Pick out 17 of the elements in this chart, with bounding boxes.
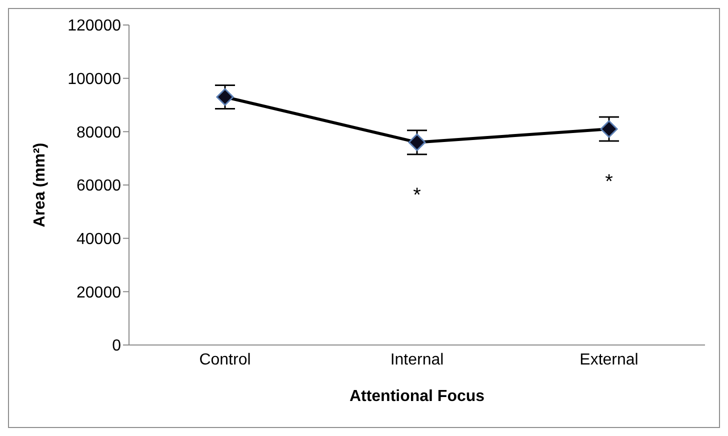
point (600, 120, 618, 138)
point (216, 88, 234, 106)
x-tick-label: External (580, 351, 638, 368)
y-axis-title: Area (mm²) (32, 142, 49, 228)
point (408, 134, 426, 152)
y-tick-label: 100000 (68, 71, 122, 88)
y-tick-label: 20000 (76, 284, 122, 302)
x-axis-title: Attentional Focus (349, 388, 485, 405)
x-tick-label: Internal (390, 351, 444, 368)
y-tick-label: 40000 (76, 231, 122, 248)
y-tick-label: 0 (112, 338, 122, 355)
y-tick-label: 120000 (68, 18, 122, 35)
y-tick-label: 60000 (76, 178, 122, 195)
annotation: * (413, 184, 422, 206)
y-tick-label: 80000 (76, 124, 122, 142)
x-tick-label: Control (199, 351, 251, 368)
annotation: * (605, 171, 614, 194)
